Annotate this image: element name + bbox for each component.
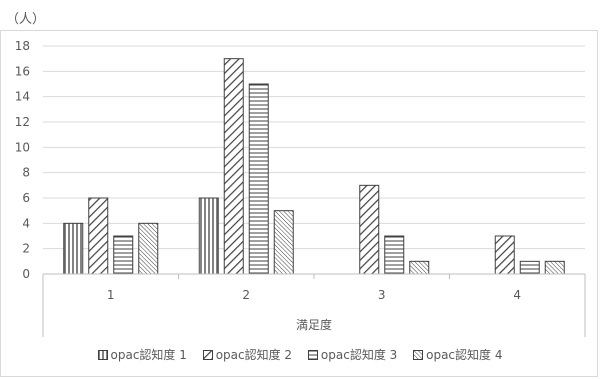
bar-series-4-cat-1 [138,222,159,275]
legend-swatch-horizontal-icon [307,349,318,360]
x-tick-label: 3 [378,288,386,302]
legend: opac認知度 1 opac認知度 2 opac認知度 3 opac認知度 4 [0,346,600,363]
legend-swatch-diagonal-dense-icon [413,349,424,360]
bars [63,58,565,275]
legend-swatch-diagonal-icon [202,349,213,360]
bar-series-4-cat-2 [273,210,294,275]
y-tick-label: 16 [15,64,30,78]
bar-series-2-cat-4 [494,235,515,275]
y-tick-label: 18 [15,39,30,53]
y-tick-label: 6 [22,191,30,205]
bar-series-1-cat-2 [198,197,219,275]
x-axis-title: 満足度 [296,317,332,332]
y-tick-label: 14 [15,90,30,104]
bar-series-1-cat-1 [63,222,84,275]
legend-item-3: opac認知度 3 [307,346,398,363]
legend-item-1: opac認知度 1 [97,346,187,363]
legend-label: opac認知度 4 [426,348,503,362]
legend-swatch-vertical-icon [97,349,108,360]
y-tick-label: 2 [22,242,30,256]
x-tick-label: 2 [242,288,250,302]
x-tick-label: 4 [513,288,521,302]
y-tick-label: 0 [22,267,30,281]
y-tick-label: 10 [15,140,30,154]
bar-series-3-cat-2 [248,83,269,275]
legend-item-4: opac認知度 4 [413,346,502,363]
bar-series-3-cat-1 [113,235,134,275]
legend-item-2: opac認知度 2 [202,346,293,363]
bar-series-3-cat-3 [384,235,405,275]
y-axis-ticks: 0 2 4 6 8 10 12 14 16 18 [15,39,30,281]
x-tick-label: 1 [107,288,115,302]
bar-series-4-cat-3 [409,260,430,275]
bar-series-4-cat-4 [544,260,565,275]
gridlines [43,45,585,250]
y-tick-label: 12 [15,115,30,129]
bar-series-2-cat-1 [88,197,109,275]
bar-series-2-cat-2 [223,58,244,275]
x-axis: 1 2 3 4 満足度 [42,273,586,337]
y-axis-unit-label: （人） [6,12,46,27]
legend-label: opac認知度 2 [215,348,293,362]
legend-label: opac認知度 3 [320,348,398,362]
y-tick-label: 4 [22,216,30,230]
chart-frame [0,30,598,377]
y-tick-label: 8 [22,166,30,180]
legend-label: opac認知度 1 [110,348,187,362]
bar-series-2-cat-3 [359,184,380,275]
bar-series-3-cat-4 [519,260,540,275]
